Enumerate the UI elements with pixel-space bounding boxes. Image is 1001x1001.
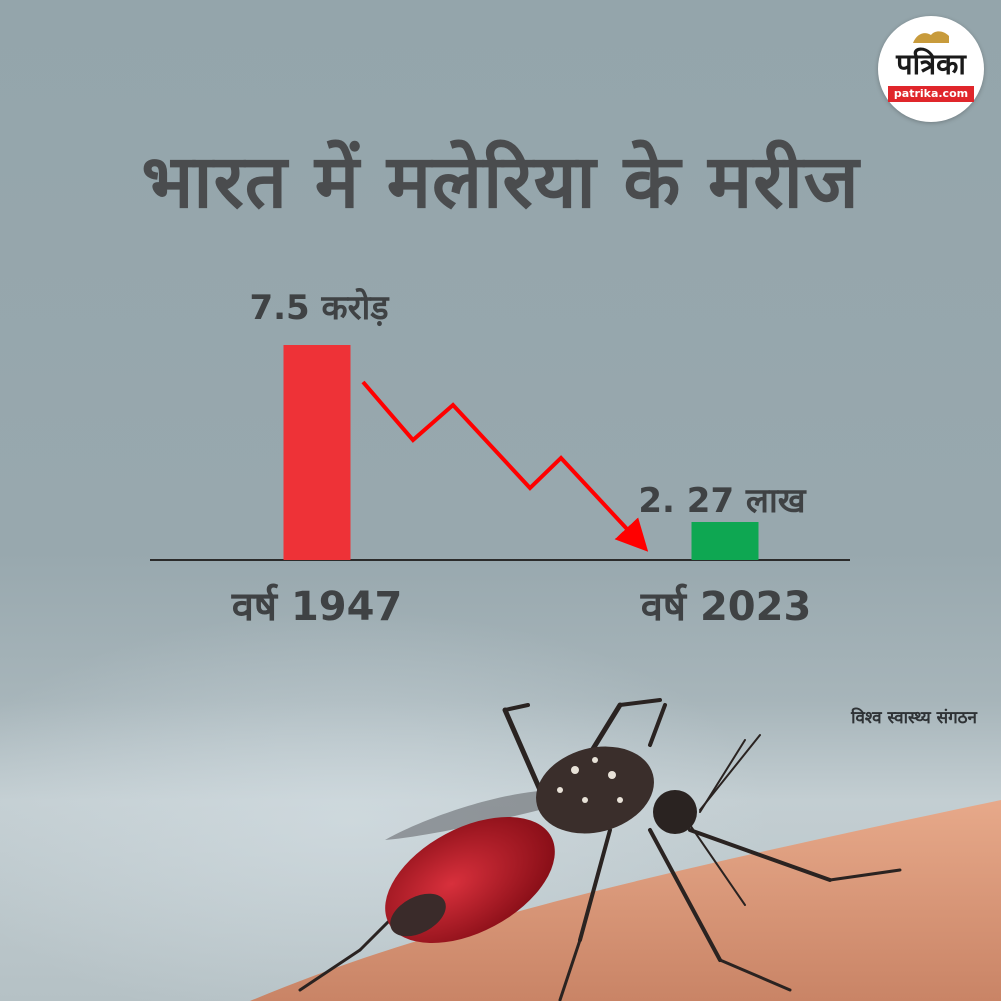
value-label-1947: 7.5 करोड़ — [249, 287, 390, 328]
value-label-2023: 2. 27 लाख — [638, 481, 806, 521]
mosquito-wing — [385, 790, 580, 840]
chart-title: भारत में मलेरिया के मरीज — [141, 139, 860, 225]
skin-surface — [250, 800, 1001, 1001]
logo-name: पत्रिका — [896, 47, 966, 81]
data-source: विश्व स्वास्थ्य संगठन — [851, 708, 977, 728]
bar-2023 — [691, 522, 759, 560]
mosquito-head — [653, 790, 697, 834]
category-label-2023: वर्ष 2023 — [640, 583, 812, 630]
patrika-logo: पत्रिका patrika.com — [878, 16, 984, 122]
logo-domain: patrika.com — [888, 86, 974, 102]
category-label-1947: वर्ष 1947 — [231, 583, 403, 630]
trend-arrow — [361, 380, 649, 552]
bar-1947 — [283, 345, 351, 560]
mosquito-thorax — [536, 746, 654, 834]
lion-emblem-icon — [913, 31, 949, 43]
